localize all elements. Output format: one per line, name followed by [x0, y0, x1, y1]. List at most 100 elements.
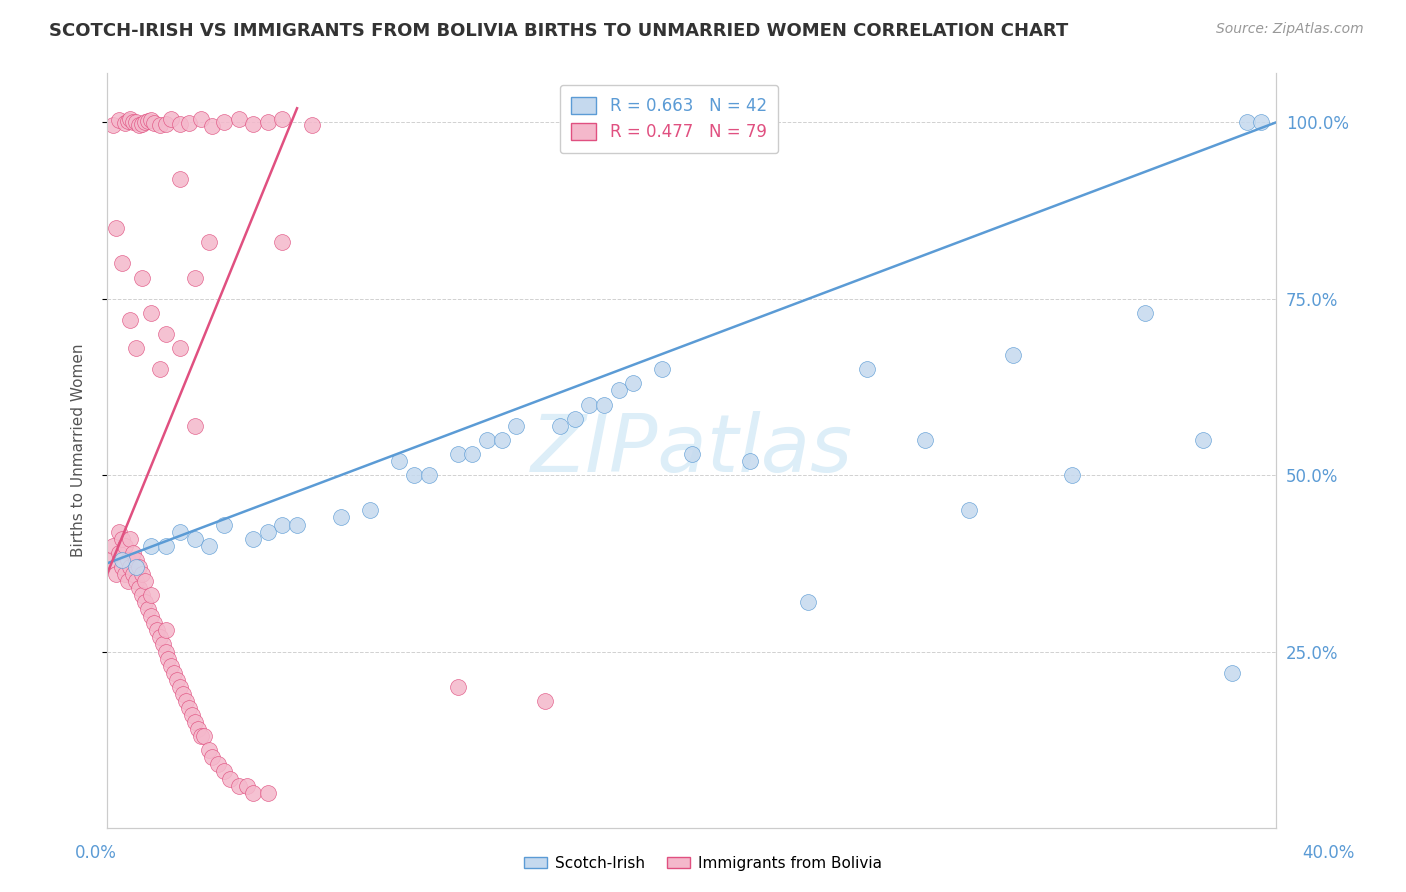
Point: [128, 581, 150, 595]
Point: [122, 115, 145, 129]
Point: [117, 574, 139, 588]
Point: [564, 411, 586, 425]
Point: [155, 539, 177, 553]
Point: [155, 644, 177, 658]
Point: [461, 447, 484, 461]
Point: [122, 566, 145, 581]
Point: [190, 729, 212, 743]
Point: [169, 117, 191, 131]
Point: [593, 398, 616, 412]
Point: [101, 539, 124, 553]
Point: [242, 532, 264, 546]
Point: [180, 708, 202, 723]
Point: [131, 270, 153, 285]
Point: [149, 119, 172, 133]
Point: [131, 588, 153, 602]
Point: [101, 119, 124, 133]
Point: [271, 517, 294, 532]
Point: [359, 503, 381, 517]
Point: [193, 729, 215, 743]
Point: [169, 341, 191, 355]
Point: [491, 433, 513, 447]
Point: [271, 112, 294, 127]
Point: [149, 362, 172, 376]
Point: [1192, 433, 1215, 447]
Point: [184, 418, 207, 433]
Point: [163, 665, 186, 680]
Point: [131, 117, 153, 131]
Point: [134, 574, 156, 588]
Point: [534, 694, 557, 708]
Point: [169, 680, 191, 694]
Point: [145, 624, 167, 638]
Point: [149, 631, 172, 645]
Point: [125, 553, 148, 567]
Point: [169, 171, 191, 186]
Point: [114, 539, 136, 553]
Point: [117, 553, 139, 567]
Point: [120, 560, 142, 574]
Point: [107, 524, 129, 539]
Point: [1060, 468, 1083, 483]
Point: [388, 454, 411, 468]
Point: [548, 418, 571, 433]
Point: [125, 574, 148, 588]
Point: [256, 524, 278, 539]
Point: [418, 468, 440, 483]
Text: SCOTCH-IRISH VS IMMIGRANTS FROM BOLIVIA BIRTHS TO UNMARRIED WOMEN CORRELATION CH: SCOTCH-IRISH VS IMMIGRANTS FROM BOLIVIA …: [49, 22, 1069, 40]
Point: [134, 115, 156, 129]
Point: [1133, 306, 1156, 320]
Point: [207, 757, 229, 772]
Point: [1002, 348, 1025, 362]
Point: [651, 362, 673, 376]
Point: [447, 447, 470, 461]
Point: [139, 609, 162, 624]
Point: [142, 116, 165, 130]
Point: [256, 786, 278, 800]
Point: [475, 433, 498, 447]
Point: [242, 786, 264, 800]
Point: [447, 680, 470, 694]
Point: [505, 418, 527, 433]
Point: [125, 341, 148, 355]
Point: [212, 517, 235, 532]
Point: [114, 566, 136, 581]
Point: [329, 510, 352, 524]
Point: [111, 256, 134, 270]
Point: [125, 560, 148, 574]
Text: Source: ZipAtlas.com: Source: ZipAtlas.com: [1216, 22, 1364, 37]
Point: [131, 566, 153, 581]
Point: [184, 532, 207, 546]
Point: [914, 433, 936, 447]
Point: [228, 112, 250, 127]
Point: [174, 694, 197, 708]
Point: [228, 779, 250, 793]
Point: [184, 270, 207, 285]
Point: [301, 118, 323, 132]
Text: ZIPatlas: ZIPatlas: [530, 411, 852, 490]
Point: [155, 117, 177, 131]
Point: [212, 764, 235, 779]
Point: [128, 560, 150, 574]
Point: [177, 116, 200, 130]
Point: [738, 454, 761, 468]
Point: [160, 658, 183, 673]
Point: [218, 772, 240, 786]
Y-axis label: Births to Unmarried Women: Births to Unmarried Women: [72, 343, 86, 558]
Point: [201, 750, 224, 764]
Point: [107, 546, 129, 560]
Point: [120, 313, 142, 327]
Point: [957, 503, 980, 517]
Point: [177, 701, 200, 715]
Point: [607, 384, 630, 398]
Point: [160, 112, 183, 127]
Point: [856, 362, 879, 376]
Point: [198, 235, 221, 250]
Point: [107, 113, 129, 128]
Point: [212, 114, 235, 128]
Text: 40.0%: 40.0%: [1302, 844, 1355, 862]
Point: [242, 117, 264, 131]
Legend: Scotch-Irish, Immigrants from Bolivia: Scotch-Irish, Immigrants from Bolivia: [517, 850, 889, 877]
Point: [120, 532, 142, 546]
Point: [681, 447, 703, 461]
